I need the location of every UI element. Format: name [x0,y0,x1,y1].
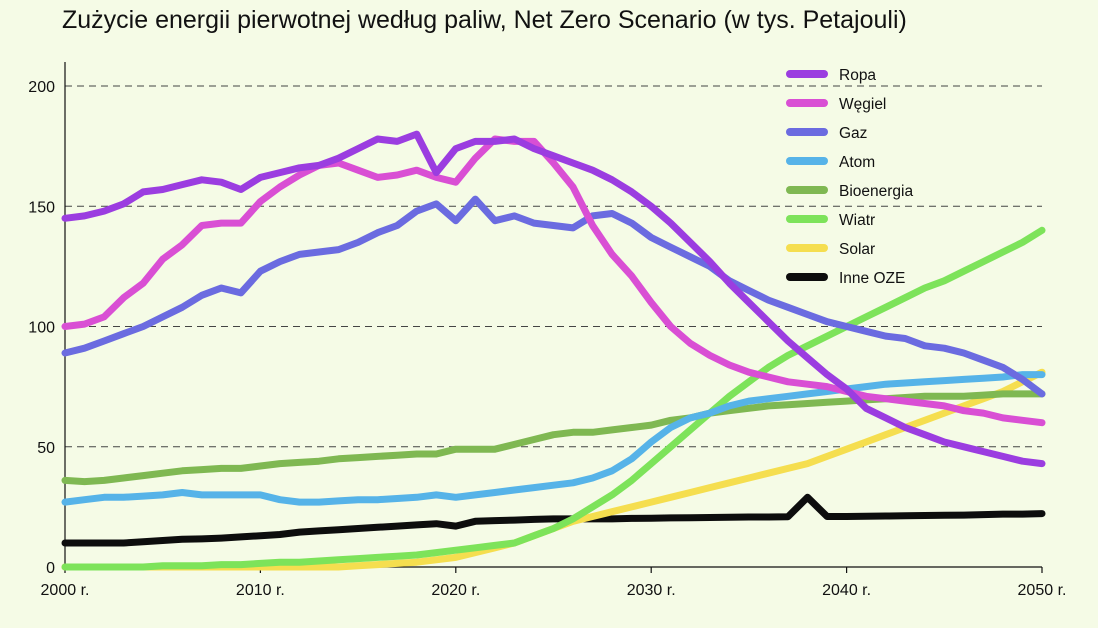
legend-label: Węgiel [839,96,886,113]
series-line-bioenergia [61,390,1046,486]
chart-title: Zużycie energii pierwotnej według paliw,… [62,6,907,34]
y-tick-label: 200 [28,79,55,96]
legend-label: Inne OZE [839,270,905,287]
series-line-inne-oze [61,493,1046,547]
legend: Ropa Węgiel Gaz Atom Bioenergia Wiatr Solar Inn… [786,67,913,287]
series-lines [61,130,1046,571]
series-line-gaz [61,195,1046,398]
x-tick-label: 2000 r. [41,582,90,599]
legend-label: Gaz [839,125,867,142]
tick-labels: 0 50 100 150 200 2000 r. 2010 r. 2020 r. 2030 r.… [28,79,1066,599]
y-tick-label: 100 [28,320,55,337]
legend-label: Wiatr [839,212,875,229]
y-tick-label: 150 [28,199,55,216]
x-tick-label: 2020 r. [431,582,480,599]
legend-label: Ropa [839,67,876,84]
legend-label: Solar [839,241,875,258]
x-tick-label: 2050 r. [1018,582,1067,599]
x-tick-label: 2010 r. [236,582,285,599]
legend-label: Atom [839,154,875,171]
y-tick-label: 0 [46,560,55,577]
series-line-ropa [61,130,1046,468]
grid-lines [65,85,1042,448]
legend-label: Bioenergia [839,183,913,200]
series-line-atom [61,371,1046,506]
x-tick-label: 2040 r. [822,582,871,599]
x-tick-label: 2030 r. [627,582,676,599]
y-tick-label: 50 [37,440,55,457]
series-line-wiatr [61,226,1046,571]
series-line-węgiel [61,135,1046,427]
